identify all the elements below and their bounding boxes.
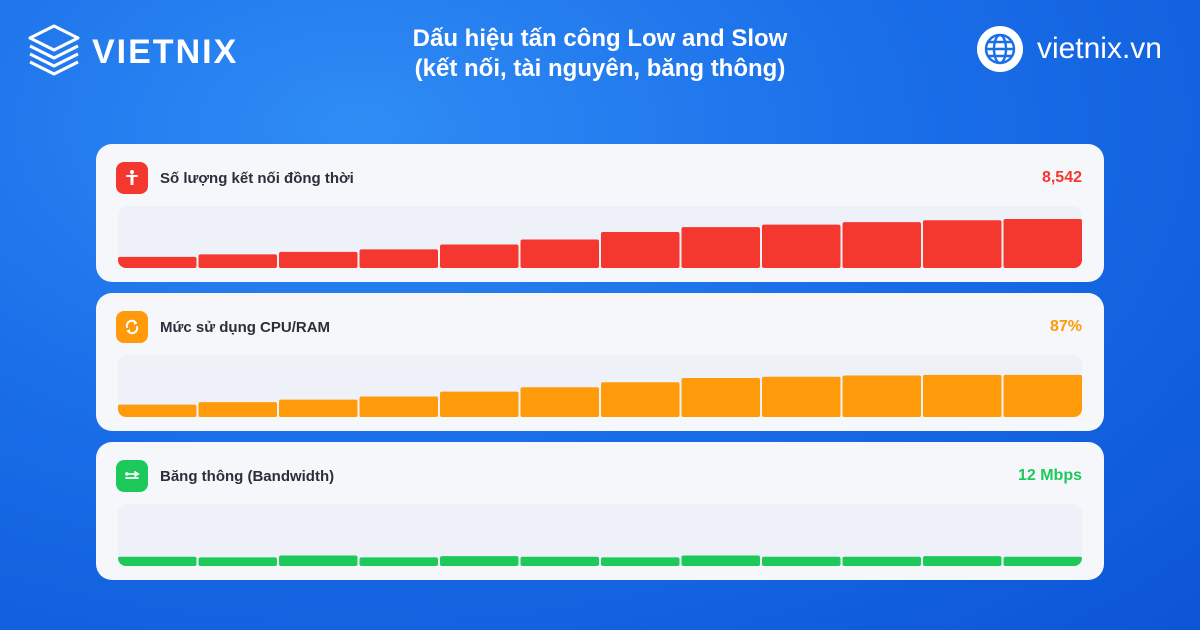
bar-3 [279, 399, 358, 417]
bar-2 [198, 402, 277, 417]
bandwidth-chart [118, 555, 1082, 566]
person-icon [116, 162, 148, 194]
bar-9 [762, 224, 841, 268]
bar-4 [359, 396, 438, 417]
logo-text: VIETNIX [92, 32, 239, 71]
bar-4 [359, 249, 438, 268]
bar-12 [1003, 219, 1082, 268]
page-title: Dấu hiệu tấn công Low and Slow (kết nối,… [300, 24, 900, 84]
bar-8 [681, 555, 760, 566]
bar-9 [762, 556, 841, 566]
bar-10 [842, 222, 921, 268]
bar-6 [520, 239, 599, 268]
bandwidth-value: 12 Mbps [1017, 467, 1082, 484]
bar-1 [118, 256, 197, 268]
bar-2 [198, 557, 277, 566]
cpu-ram-label: Mức sử dụng CPU/RAM [160, 318, 331, 336]
network-icon [116, 460, 148, 492]
site-link[interactable]: vietnix.vn [976, 26, 1162, 72]
bandwidth-label: Băng thông (Bandwidth) [160, 467, 335, 485]
server-stack-icon [28, 24, 80, 76]
bar-11 [923, 220, 1002, 268]
bar-8 [681, 377, 760, 417]
bar-6 [520, 387, 599, 417]
bar-5 [440, 391, 519, 417]
bandwidth-card: Băng thông (Bandwidth) 12 Mbps [96, 442, 1104, 580]
bar-3 [279, 251, 358, 268]
bar-1 [118, 404, 197, 417]
bar-3 [279, 555, 358, 566]
bar-5 [440, 556, 519, 566]
site-url: vietnix.vn [1036, 32, 1162, 65]
cpu-ram-value: 87% [1049, 318, 1082, 335]
bar-12 [1003, 374, 1082, 417]
connections-card: Số lượng kết nối đồng thời 8,542 [96, 144, 1104, 282]
bar-10 [842, 556, 921, 566]
title-line-2: (kết nối, tài nguyên, băng thông) [414, 55, 786, 82]
connections-value: 8,542 [1041, 169, 1082, 186]
processor-icon [116, 311, 148, 343]
bar-10 [842, 375, 921, 417]
bar-4 [359, 557, 438, 566]
title-line-1: Dấu hiệu tấn công Low and Slow [412, 25, 788, 52]
bar-2 [198, 254, 277, 268]
cpu-ram-chart [118, 374, 1082, 417]
bar-11 [923, 556, 1002, 566]
bar-9 [762, 376, 841, 417]
cpu-ram-card: Mức sử dụng CPU/RAM 87% [96, 293, 1104, 431]
bar-12 [1003, 556, 1082, 566]
brand-logo[interactable]: VIETNIX [26, 22, 238, 82]
bar-7 [601, 557, 680, 566]
bar-7 [601, 382, 680, 417]
connections-label: Số lượng kết nối đồng thời [160, 169, 354, 187]
bar-1 [118, 556, 197, 566]
bar-11 [923, 374, 1002, 417]
globe-icon [976, 26, 1023, 72]
bar-7 [601, 232, 680, 268]
bar-6 [520, 556, 599, 566]
bar-8 [681, 227, 760, 268]
bar-5 [440, 244, 519, 268]
connections-chart [118, 219, 1082, 268]
